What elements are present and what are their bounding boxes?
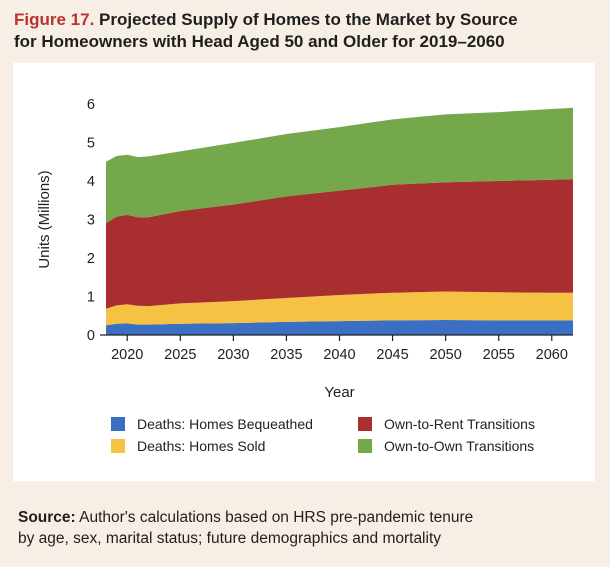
legend-label: Deaths: Homes Bequeathed bbox=[137, 416, 313, 432]
y-tick-label: 4 bbox=[87, 174, 95, 190]
figure-title: Figure 17. Projected Supply of Homes to … bbox=[14, 9, 604, 53]
legend-swatch bbox=[111, 439, 125, 453]
x-tick-label: 2040 bbox=[323, 347, 355, 363]
area-deaths-bequeathed bbox=[106, 320, 573, 335]
legend-deaths-sold: Deaths: Homes Sold bbox=[111, 438, 265, 454]
x-tick-label: 2020 bbox=[111, 347, 143, 363]
legend-label: Own-to-Own Transitions bbox=[384, 438, 534, 454]
area-layers bbox=[106, 107, 573, 335]
legend-label: Deaths: Homes Sold bbox=[137, 438, 265, 454]
stacked-area-chart: 0 1 2 3 4 5 6 2020 2025 2030 2035 2040 2045 2050 2055 2… bbox=[36, 97, 573, 454]
y-tick-label: 0 bbox=[87, 328, 95, 344]
y-tick-label: 1 bbox=[87, 290, 95, 306]
legend-swatch bbox=[358, 439, 372, 453]
x-tick-label: 2030 bbox=[217, 347, 249, 363]
y-tick-label: 5 bbox=[87, 136, 95, 152]
x-tick-label: 2060 bbox=[536, 347, 568, 363]
x-tick-label: 2045 bbox=[376, 347, 408, 363]
source-text-line1: Author's calculations based on HRS pre-p… bbox=[79, 509, 474, 526]
chart-panel: 0 1 2 3 4 5 6 2020 2025 2030 2035 2040 2045 2050 2055 2… bbox=[13, 63, 595, 481]
area-deaths-sold bbox=[106, 291, 573, 326]
x-axis-label: Year bbox=[324, 384, 354, 401]
x-tick-label: 2055 bbox=[483, 347, 515, 363]
y-tick-label: 3 bbox=[87, 213, 95, 229]
x-tick-label: 2025 bbox=[164, 347, 196, 363]
y-tick-label: 2 bbox=[87, 251, 95, 267]
x-tick-label: 2035 bbox=[270, 347, 302, 363]
figure-title-line1: Projected Supply of Homes to the Market … bbox=[99, 10, 518, 29]
source-note: Source: Author's calculations based on H… bbox=[18, 507, 598, 549]
source-text-line2: by age, sex, marital status; future demo… bbox=[18, 530, 442, 547]
legend-swatch bbox=[358, 417, 372, 431]
area-own-to-own bbox=[106, 107, 573, 224]
x-tick-label: 2050 bbox=[430, 347, 462, 363]
figure-label: Figure 17. bbox=[14, 10, 95, 29]
legend-deaths-bequeathed: Deaths: Homes Bequeathed bbox=[111, 416, 313, 432]
legend-label: Own-to-Rent Transitions bbox=[384, 416, 535, 432]
source-label: Source: bbox=[18, 509, 76, 526]
legend-swatch bbox=[111, 417, 125, 431]
legend-own-to-rent: Own-to-Rent Transitions bbox=[358, 416, 535, 432]
area-own-to-rent bbox=[106, 179, 573, 309]
axes: 0 1 2 3 4 5 6 2020 2025 2030 2035 2040 2045 2050 2055 2… bbox=[87, 97, 573, 363]
y-axis-label: Units (Millions) bbox=[36, 170, 53, 268]
y-tick-label: 6 bbox=[87, 97, 95, 113]
figure-title-line2: for Homeowners with Head Aged 50 and Old… bbox=[14, 32, 505, 51]
legend-own-to-own: Own-to-Own Transitions bbox=[358, 438, 534, 454]
legend: Deaths: Homes Bequeathed Deaths: Homes So… bbox=[111, 416, 535, 454]
